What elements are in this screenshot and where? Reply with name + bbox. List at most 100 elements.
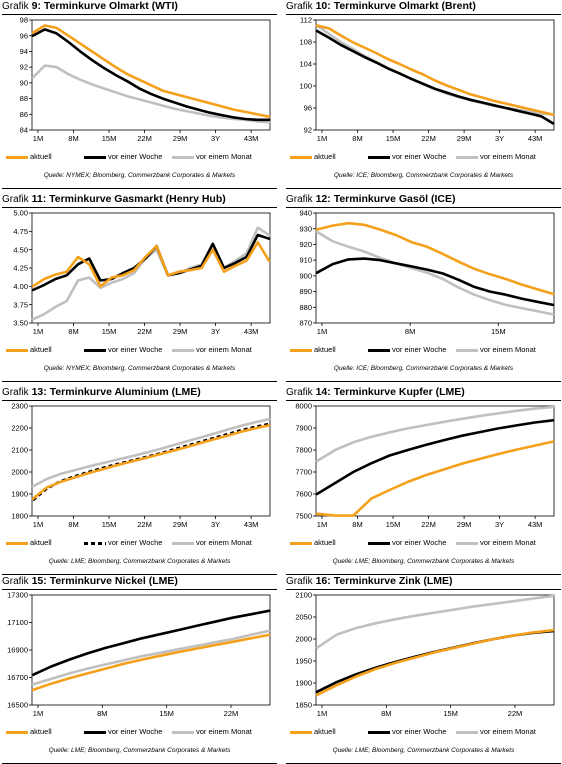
x-tick-label: 29M xyxy=(457,520,472,529)
y-tick-label: 4.00 xyxy=(13,282,28,291)
x-tick-label: 43M xyxy=(244,327,259,336)
chart-plot: 8000 7900 7800 7700 7600 7500 1M 8M 15M 22M 29M 3Y 4… xyxy=(295,402,555,529)
y-tick-label: 94 xyxy=(20,47,28,56)
chart-panel-wti: Grafik 9: Terminkurve Olmarkt (WTI) 98 96 9… xyxy=(2,0,277,189)
legend-label: vor einem Monat xyxy=(480,345,536,354)
title-rule xyxy=(286,207,561,208)
x-tick-label: 15M xyxy=(102,520,117,529)
x-tick-label: 22M xyxy=(421,134,436,143)
chart-title: Grafik 11: Terminkurve Gasmarkt (Henry H… xyxy=(2,193,277,207)
legend-item-week: vor einer Woche xyxy=(368,538,446,550)
series-line-week xyxy=(31,233,271,292)
chart-plot: 17300 17100 16900 16700 16500 1M 8M 15M 22M xyxy=(7,591,271,718)
bottom-rule xyxy=(2,574,277,575)
chart-source: Quelle: LME; Bloomberg, Commerzbank Corp… xyxy=(48,747,231,754)
chart-title-text: Terminkurve Aluminium (LME) xyxy=(49,386,201,398)
y-tick-label: 108 xyxy=(299,38,312,47)
chart-legend: aktuell vor einer Woche vor einem Monat xyxy=(286,152,561,164)
legend-label: vor einer Woche xyxy=(392,345,447,354)
y-tick-label: 870 xyxy=(299,319,312,328)
series-line-month xyxy=(315,24,555,116)
series-line-current xyxy=(315,221,555,296)
legend-swatch xyxy=(172,348,194,352)
series-line-current xyxy=(31,24,271,118)
legend-label: aktuell xyxy=(30,538,52,547)
chart-title: Grafik 12: Terminkurve Gasöl (ICE) xyxy=(286,193,561,207)
chart-number: 12: xyxy=(315,193,331,205)
x-tick-label: 43M xyxy=(244,134,259,143)
y-tick-label: 1800 xyxy=(11,512,28,521)
x-tick-label: 43M xyxy=(528,520,543,529)
chart-legend: aktuell vor einer Woche vor einem Monat xyxy=(2,538,277,550)
plot-frame xyxy=(31,594,271,706)
x-tick-label: 8M xyxy=(68,520,78,529)
chart-title: Grafik 9: Terminkurve Olmarkt (WTI) xyxy=(2,0,277,14)
legend-swatch xyxy=(6,541,28,545)
chart-source: Quelle: LME; Bloomberg, Commerzbank Corp… xyxy=(332,558,515,565)
x-tick-label: 1M xyxy=(33,327,43,336)
chart-title: Grafik 15: Terminkurve Nickel (LME) xyxy=(2,575,277,589)
x-tick-label: 3Y xyxy=(211,327,220,336)
chart-plot: 112 108 104 100 96 92 1M 8M 15M 22M 29M 3Y 43M xyxy=(299,16,555,143)
bottom-rule xyxy=(2,381,277,382)
legend-item-week: vor einer Woche xyxy=(368,727,446,739)
y-tick-label: 8000 xyxy=(295,402,312,411)
legend-item-current: aktuell xyxy=(290,152,336,164)
legend-item-current: aktuell xyxy=(6,538,52,550)
y-tick-label: 96 xyxy=(304,104,312,113)
legend-swatch xyxy=(456,348,478,352)
legend-label: aktuell xyxy=(30,152,52,161)
plot-frame xyxy=(315,212,555,324)
legend-item-current: aktuell xyxy=(6,727,52,739)
series-line-current xyxy=(31,240,271,288)
chart-prefix: Grafik xyxy=(286,576,313,587)
y-tick-label: 98 xyxy=(20,16,28,25)
plot-frame xyxy=(31,405,271,517)
chart-number: 14: xyxy=(315,386,331,398)
x-tick-label: 22M xyxy=(137,520,152,529)
x-tick-label: 15M xyxy=(386,134,401,143)
chart-plot: 5.00 4.75 4.50 4.25 4.00 3.75 3.50 1M 8M 15M 22M 29… xyxy=(13,209,271,336)
y-tick-label: 2100 xyxy=(11,446,28,455)
plot-frame xyxy=(315,19,555,131)
chart-source: Quelle: LME; Bloomberg, Commerzbank Corp… xyxy=(332,747,515,754)
legend-label: aktuell xyxy=(314,538,336,547)
x-tick-label: 1M xyxy=(317,327,327,336)
legend-label: vor einem Monat xyxy=(480,727,536,736)
x-tick-label: 1M xyxy=(317,520,327,529)
series-line-week xyxy=(315,418,555,496)
chart-number: 16: xyxy=(315,575,331,587)
chart-panel-brent: Grafik 10: Terminkurve Olmarkt (Brent) 11… xyxy=(286,0,561,189)
y-tick-label: 86 xyxy=(20,110,28,119)
title-rule xyxy=(286,400,561,401)
legend-label: vor einem Monat xyxy=(480,152,536,161)
y-tick-label: 2050 xyxy=(295,613,312,622)
y-tick-label: 7700 xyxy=(295,468,312,477)
y-tick-label: 940 xyxy=(299,209,312,218)
x-tick-label: 22M xyxy=(421,520,436,529)
y-tick-label: 88 xyxy=(20,94,28,103)
chart-source: Quelle: NYMEX; Bloomberg, Commerzbank Co… xyxy=(43,365,236,372)
plot-frame xyxy=(31,212,271,324)
legend-swatch xyxy=(172,541,194,545)
series-line-month xyxy=(31,629,271,686)
legend-label: vor einer Woche xyxy=(392,152,447,161)
legend-item-week: vor einer Woche xyxy=(84,345,162,357)
chart-prefix: Grafik xyxy=(286,387,313,398)
plot-frame xyxy=(31,19,271,131)
chart-title-text: Terminkurve Nickel (LME) xyxy=(49,575,178,587)
y-tick-label: 16500 xyxy=(7,701,28,710)
legend-swatch xyxy=(290,730,312,734)
legend-item-month: vor einem Monat xyxy=(172,727,252,739)
legend-item-week: vor einer Woche xyxy=(84,727,162,739)
legend-label: aktuell xyxy=(30,345,52,354)
y-tick-label: 92 xyxy=(20,63,28,72)
series-line-month xyxy=(315,594,555,650)
legend-item-month: vor einem Monat xyxy=(456,538,536,550)
x-tick-label: 22M xyxy=(224,709,239,718)
legend-swatch xyxy=(84,348,106,352)
chart-legend: aktuell vor einer Woche vor einem Monat xyxy=(286,727,561,739)
x-tick-label: 1M xyxy=(33,709,43,718)
x-tick-label: 15M xyxy=(102,134,117,143)
x-tick-label: 43M xyxy=(528,134,543,143)
